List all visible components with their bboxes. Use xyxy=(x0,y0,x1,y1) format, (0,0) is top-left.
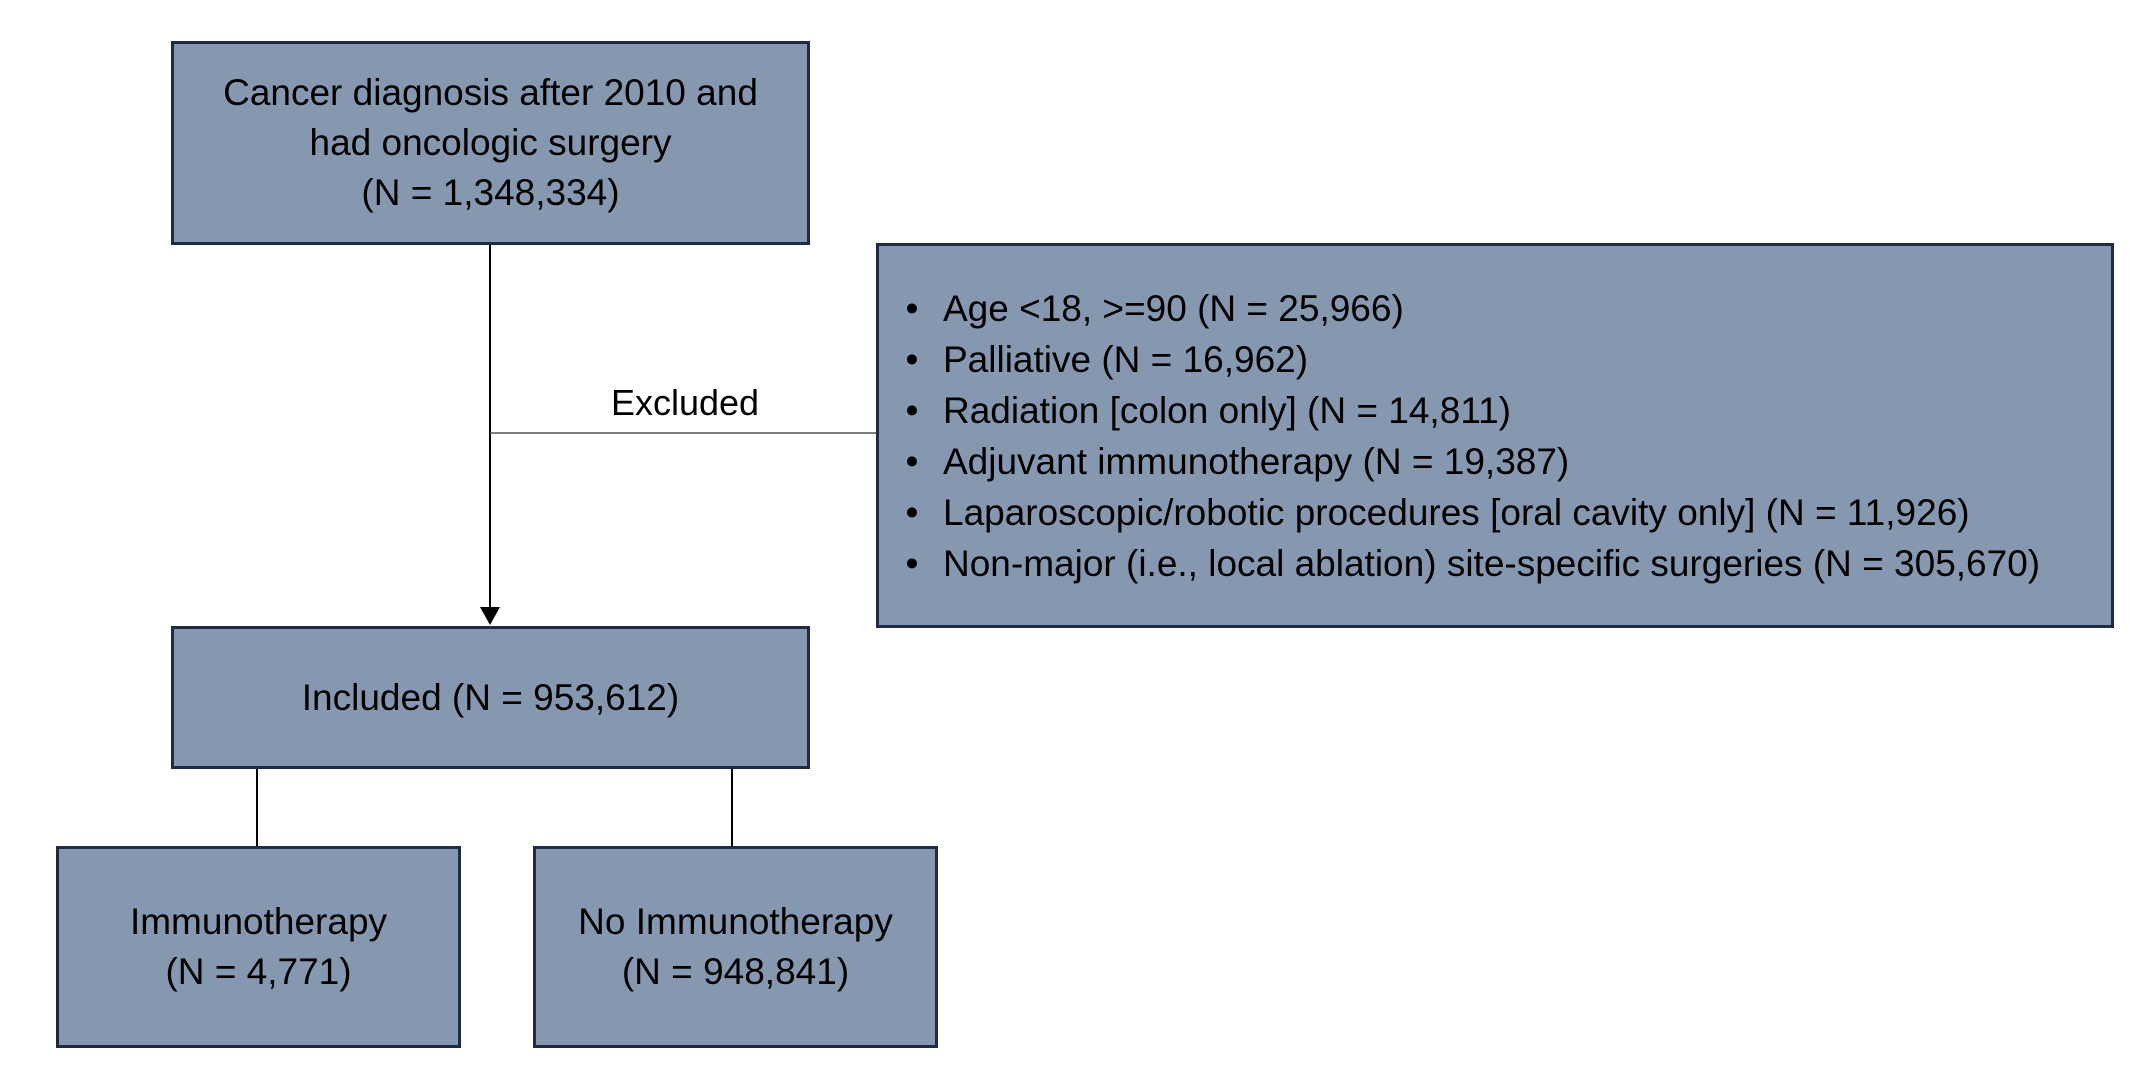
cohort-box-immunotherapy-label: Immunotherapy xyxy=(129,901,388,942)
cohort-box-initial-line-2: had oncologic surgery xyxy=(309,122,672,163)
cohort-box-immunotherapy: Immunotherapy (N = 4,771) xyxy=(56,846,461,1048)
cohort-box-no-immunotherapy: No Immunotherapy (N = 948,841) xyxy=(533,846,938,1048)
exclusion-item-palliative-text: Palliative (N = 16,962) xyxy=(943,338,1309,380)
bullet-icon: • xyxy=(905,542,919,584)
cohort-box-no-immunotherapy-label: No Immunotherapy xyxy=(578,901,893,942)
bullet-icon: • xyxy=(905,389,919,431)
exclusion-item-adjuvant: • Adjuvant immunotherapy (N = 19,387) xyxy=(897,436,2040,487)
exclusion-item-radiation-text: Radiation [colon only] (N = 14,811) xyxy=(943,389,1512,431)
exclusion-item-adjuvant-text: Adjuvant immunotherapy (N = 19,387) xyxy=(943,440,1570,482)
cohort-box-initial-line-1: Cancer diagnosis after 2010 and xyxy=(223,72,758,113)
exclusion-item-laparoscopic: • Laparoscopic/robotic procedures [oral c… xyxy=(897,487,2040,538)
exclusion-item-radiation: • Radiation [colon only] (N = 14,811) xyxy=(897,385,2040,436)
bullet-icon: • xyxy=(905,440,919,482)
exclusion-item-laparoscopic-text: Laparoscopic/robotic procedures [oral ca… xyxy=(943,491,1970,533)
bullet-icon: • xyxy=(905,491,919,533)
cohort-box-immunotherapy-count: (N = 4,771) xyxy=(165,951,352,992)
cohort-box-initial-count: (N = 1,348,334) xyxy=(361,172,620,213)
exclusion-list: • Age <18, >=90 (N = 25,966) • Palliative … xyxy=(897,283,2041,589)
bullet-icon: • xyxy=(905,338,919,380)
exclusion-item-age: • Age <18, >=90 (N = 25,966) xyxy=(897,283,2040,334)
bullet-icon: • xyxy=(905,287,919,329)
cohort-box-initial: Cancer diagnosis after 2010 and had onco… xyxy=(171,41,810,245)
exclusion-item-non-major-text: Non-major (i.e., local ablation) site-sp… xyxy=(943,542,2041,584)
main-flow-arrowhead xyxy=(480,607,500,625)
exclusion-criteria-box: • Age <18, >=90 (N = 25,966) • Palliative … xyxy=(876,243,2114,628)
exclusion-item-non-major: • Non-major (i.e., local ablation) site-s… xyxy=(897,538,2041,589)
excluded-label: Excluded xyxy=(610,382,760,423)
cohort-box-included: Included (N = 953,612) xyxy=(171,626,810,769)
cohort-box-no-immunotherapy-count: (N = 948,841) xyxy=(621,951,850,992)
exclusion-item-age-text: Age <18, >=90 (N = 25,966) xyxy=(943,287,1404,329)
exclusion-item-palliative: • Palliative (N = 16,962) xyxy=(897,334,2040,385)
